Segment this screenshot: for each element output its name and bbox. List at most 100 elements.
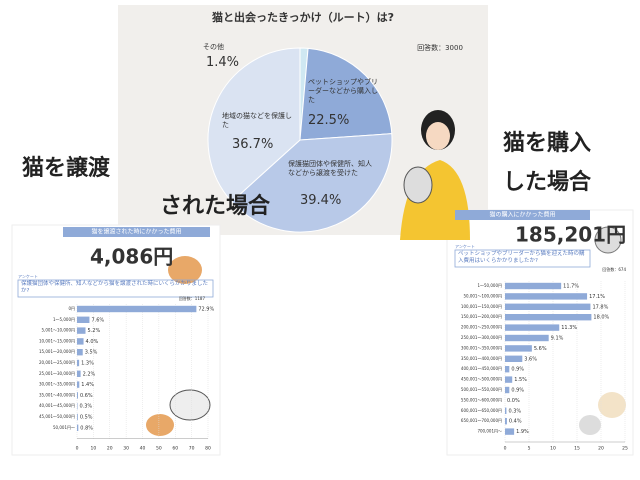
y-tick-label: 1～5,000円 <box>53 317 75 322</box>
pie-slice <box>299 47 393 141</box>
value-label: 18.0% <box>593 315 609 321</box>
y-tick-label: 35,001～40,000円 <box>39 392 75 397</box>
value-label: 0.4% <box>509 419 522 425</box>
bar <box>77 392 78 399</box>
bar <box>77 370 81 377</box>
y-tick-label: 400,001～450,000円 <box>461 366 502 371</box>
title-bar <box>455 210 590 220</box>
note: 回答数：674 <box>602 266 626 272</box>
y-tick-label: 250,001～300,000円 <box>461 335 502 340</box>
bar <box>505 428 515 435</box>
bar <box>505 407 507 414</box>
value-label: 0.8% <box>80 425 93 431</box>
slice-label: 保護猫団体や保健所、知人などから譲渡を受けた <box>288 160 372 177</box>
value-label: 0.3% <box>79 404 92 410</box>
value-label: 1.3% <box>81 361 94 367</box>
y-tick-label: 600,001～650,000円 <box>461 408 502 413</box>
value-label: 1.4% <box>81 382 94 388</box>
x-tick-label: 15 <box>574 446 580 452</box>
slice-label: 地域の猫などを保護した <box>222 112 292 129</box>
bar <box>77 327 86 334</box>
x-tick-label: 30 <box>123 446 129 452</box>
y-tick-label: 300,001～350,000円 <box>461 345 502 350</box>
y-tick-label: 100,001～150,000円 <box>461 304 502 309</box>
value-label: 1.4% <box>206 55 240 70</box>
caption: 猫を譲渡 <box>22 156 111 181</box>
slice-label: ペットショップやブリーダーなどから購入した <box>308 78 378 104</box>
headline: 185,201円 <box>515 223 626 247</box>
x-tick-label: 40 <box>140 446 146 452</box>
y-tick-label: 10,001～15,000円 <box>39 338 75 343</box>
y-tick-label: 200,001～250,000円 <box>461 325 502 330</box>
pie-slice <box>231 133 393 233</box>
value-label: 1.5% <box>514 377 527 383</box>
value-label: 9.1% <box>551 336 564 342</box>
pie-slice <box>207 47 301 203</box>
chart-title: 猫の購入にかかった費用 <box>489 211 555 219</box>
value-label: 0.9% <box>511 388 524 394</box>
value-label: 2.2% <box>83 371 96 377</box>
y-tick-label: 20,001～25,000円 <box>39 360 75 365</box>
caption: された場合 <box>160 194 271 219</box>
y-tick-label: 550,001～600,000円 <box>461 397 502 402</box>
bar <box>505 418 507 425</box>
question: 保護猫団体や保健所、知人などから猫を譲渡された時にいくらかかりましたか? <box>21 281 209 294</box>
chart-title: 猫を譲渡された時にかかった費用 <box>91 228 181 236</box>
bar <box>77 305 197 313</box>
badge: アンケート <box>455 243 475 249</box>
value-label: 1.9% <box>516 429 529 435</box>
cat-illustration <box>146 226 626 436</box>
bar <box>505 293 588 300</box>
x-tick-label: 20 <box>598 446 604 452</box>
bar <box>505 334 549 342</box>
x-tick-label: 60 <box>172 446 178 452</box>
bar <box>505 282 562 290</box>
bar <box>505 366 510 373</box>
caption: 猫を購入 <box>503 131 592 156</box>
x-tick-label: 10 <box>550 446 556 452</box>
y-tick-label: 40,001～45,000円 <box>39 403 75 408</box>
value-label: 0.9% <box>511 367 524 373</box>
y-tick-label: 500,001～550,000円 <box>461 387 502 392</box>
value-label: 5.6% <box>534 346 547 352</box>
bar <box>505 345 532 352</box>
y-tick-label: 30,001～35,000円 <box>39 382 75 387</box>
y-tick-label: 150,001～200,000円 <box>461 314 502 319</box>
y-tick-label: 25,001～30,000円 <box>39 371 75 376</box>
slice-label: その他 <box>203 43 224 51</box>
value-label: 3.5% <box>85 350 98 356</box>
y-tick-label: 0円 <box>68 306 75 311</box>
note: 回答数：3000 <box>417 43 463 52</box>
x-tick-label: 20 <box>107 446 113 452</box>
y-tick-label: 350,001～400,000円 <box>461 356 502 361</box>
bar <box>505 314 592 321</box>
value-label: 0.0% <box>507 398 520 404</box>
value-label: 17.8% <box>592 304 608 310</box>
y-tick-label: 50,001～100,000円 <box>463 293 502 298</box>
badge: アンケート <box>18 273 38 279</box>
value-label: 72.9% <box>198 307 214 313</box>
question-box <box>17 279 214 298</box>
bar <box>505 324 560 331</box>
note: 回答数：1187 <box>179 295 206 301</box>
bar <box>77 338 84 345</box>
y-tick-label: 1～50,000円 <box>477 283 502 288</box>
woman-illustration <box>400 110 470 240</box>
bar <box>77 316 90 323</box>
x-tick-label: 0 <box>76 446 79 452</box>
y-tick-label: 15,001～20,000円 <box>39 349 75 354</box>
question: ペットショップやブリーダーから猫を迎えた時の購入費用はいくらかかりましたか? <box>458 251 585 264</box>
value-label: 22.5% <box>308 113 350 128</box>
value-label: 11.7% <box>563 284 579 290</box>
x-tick-label: 70 <box>189 446 195 452</box>
bar <box>505 355 523 362</box>
caption: した場合 <box>503 170 592 195</box>
value-label: 17.1% <box>589 294 605 300</box>
value-label: 3.6% <box>524 356 537 362</box>
bar <box>77 381 80 388</box>
question-box <box>454 249 591 268</box>
bar <box>505 303 591 310</box>
value-label: 5.2% <box>88 328 101 334</box>
